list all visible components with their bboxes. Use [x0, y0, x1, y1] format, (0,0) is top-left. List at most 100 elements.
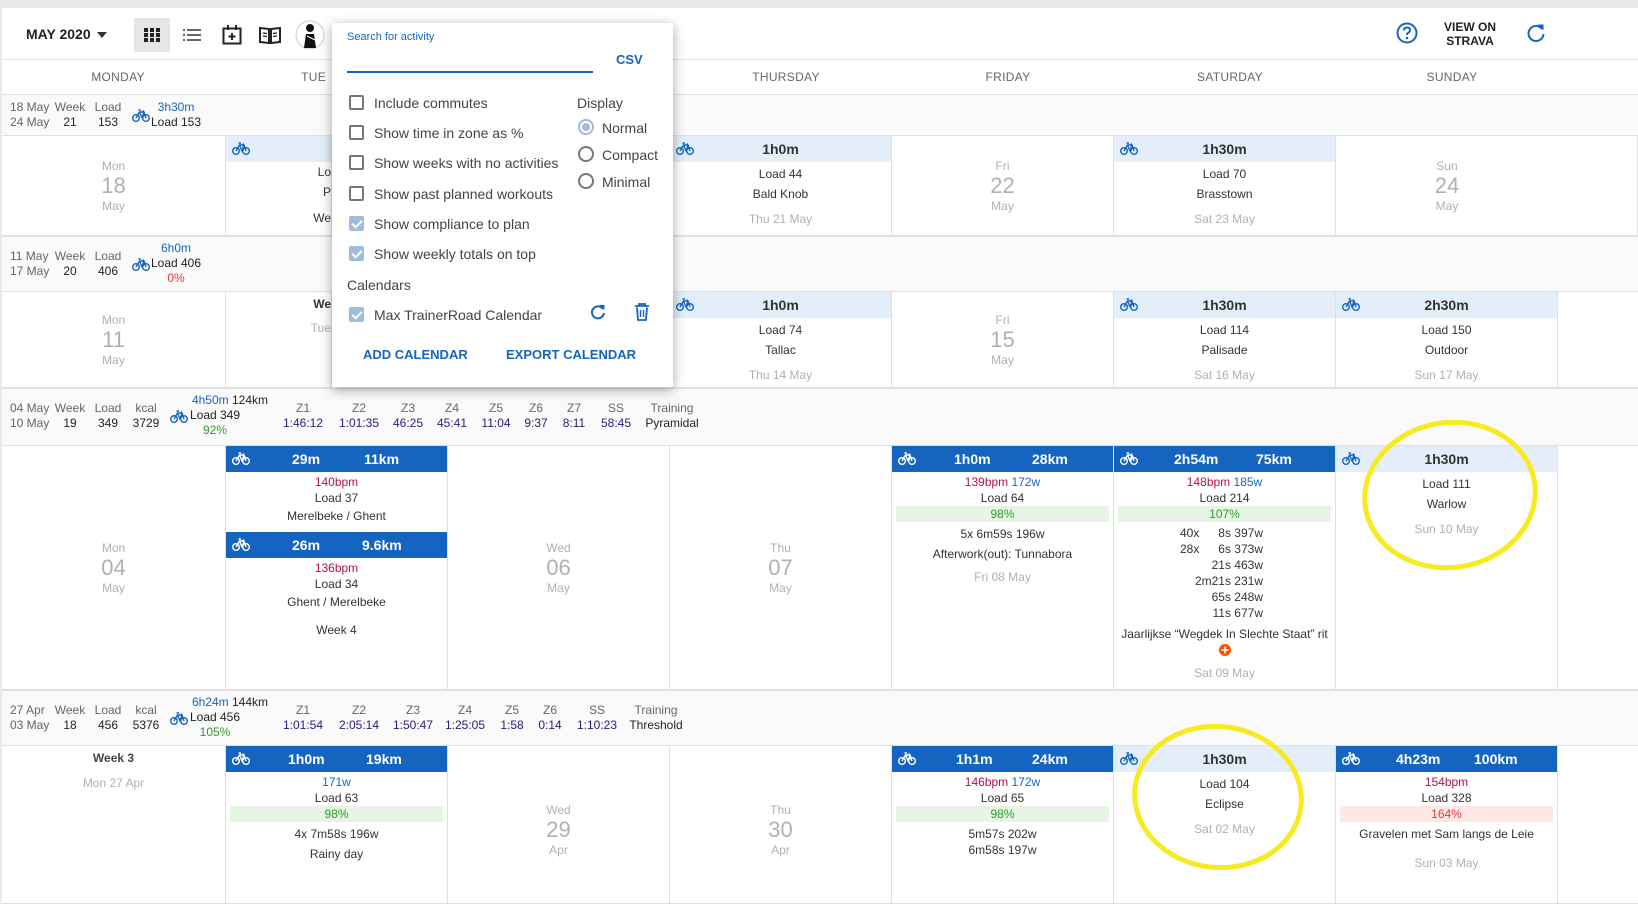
add-event-button[interactable] — [214, 18, 250, 52]
activity-card-sat-16[interactable]: 1h30m Load 114 Palisade Sat 16 May — [1114, 292, 1336, 388]
day-weekday: Fri — [995, 159, 1010, 173]
day-cell-mon-27[interactable]: Week 3 Mon 27 Apr — [2, 746, 226, 904]
zone-time: 1:46:12 — [282, 416, 324, 430]
day-cell-sun-24[interactable]: Sun 24 May — [1336, 136, 1638, 236]
week-load: Load 349 — [189, 408, 241, 422]
radio-selected[interactable] — [578, 119, 594, 136]
radio[interactable] — [578, 173, 594, 190]
list-view-button[interactable] — [174, 18, 210, 52]
activity-card-sun-10[interactable]: 1h30m Load 111 Warlow Sun 10 May — [1336, 446, 1558, 690]
day-header-saturday: SATURDAY — [1197, 70, 1263, 84]
activity-load: Load 37 — [314, 491, 359, 505]
interval-detail: 65s 248w — [1211, 590, 1263, 604]
week-number: 21 — [63, 115, 77, 129]
option-weekly-totals-top[interactable]: Show weekly totals on top — [349, 245, 536, 265]
activity-card-sun-03[interactable]: 4h23m 100km 154bpm Load 328 164% Gravelen… — [1336, 746, 1558, 904]
option-time-in-zone-percent[interactable]: Show time in zone as % — [349, 124, 523, 144]
day-cell-wed-06[interactable]: Wed 06 May — [448, 446, 670, 690]
activity-name: Afterwork(out): Tunnabora — [932, 547, 1073, 561]
activity-heartrate: 139bpm — [964, 475, 1009, 489]
kcal-label: kcal — [135, 703, 157, 717]
day-cell-mon-11[interactable]: Mon 11 May — [2, 292, 226, 388]
activity-card-sun-17[interactable]: 2h30m Load 150 Outdoor Sun 17 May — [1336, 292, 1558, 388]
day-cell-thu-07[interactable]: Thu 07 May — [670, 446, 892, 690]
option-past-planned-workouts[interactable]: Show past planned workouts — [349, 185, 553, 205]
activity-date: Sat 16 May — [1194, 368, 1255, 382]
csv-button[interactable]: CSV — [616, 52, 643, 67]
day-cell-tue-19[interactable]: Lo P We — [226, 136, 332, 236]
activity-card-sat-23[interactable]: 1h30m Load 70 Brasstown Sat 23 May — [1114, 136, 1336, 236]
activity-header[interactable]: 26m 9.6km — [226, 532, 447, 558]
activity-heartrate: 154bpm — [1424, 775, 1469, 789]
activity-name: Outdoor — [1424, 343, 1469, 357]
week-number: 19 — [63, 416, 77, 430]
add-calendar-button[interactable]: ADD CALENDAR — [363, 347, 468, 362]
kcal-value: 5376 — [132, 718, 160, 732]
day-header-monday: MONDAY — [91, 70, 145, 84]
zone-label: SS — [588, 703, 605, 717]
checkbox[interactable] — [349, 154, 364, 170]
day-cell-tue-05[interactable]: 29m 11km 140bpm Load 37 Merelbeke / Ghent… — [226, 446, 448, 690]
week-compliance: 105% — [199, 725, 231, 739]
guide-button[interactable] — [252, 18, 288, 52]
checkbox[interactable] — [349, 94, 364, 110]
activity-card-fri-01[interactable]: 1h1m 24km 146bpm 172w Load 65 98% 5m57s 2… — [892, 746, 1114, 904]
calendar-delete-button[interactable] — [634, 303, 650, 324]
activity-header[interactable]: 29m 11km — [226, 446, 447, 472]
day-cell-fri-15[interactable]: Fri 15 May — [892, 292, 1114, 388]
activity-name: Palisade — [1201, 343, 1248, 357]
activity-card-tue-28[interactable]: 1h0m 19km 171w Load 63 98% 4x 7m58s 196w … — [226, 746, 448, 904]
search-input[interactable] — [347, 45, 593, 71]
checkbox-checked[interactable] — [349, 306, 364, 322]
view-on-strava-link[interactable]: VIEW ON STRAVA — [1442, 20, 1498, 48]
day-header-tuesday: TUE — [301, 70, 326, 84]
activity-distance: 11km — [364, 451, 400, 467]
bike-icon — [898, 451, 916, 465]
month-selector[interactable]: MAY 2020 — [26, 26, 107, 42]
week-label: Week — [54, 703, 86, 717]
day-cell-mon-04[interactable]: Mon 04 May — [2, 446, 226, 690]
radio[interactable] — [578, 146, 594, 163]
day-month: May — [102, 581, 125, 595]
interval-detail: 2m21s 231w — [1194, 574, 1263, 588]
refresh-button[interactable] — [1525, 22, 1549, 46]
activity-card-fri-08[interactable]: 1h0m 28km 139bpm 172w Load 64 98% 5x 6m59… — [892, 446, 1114, 690]
refresh-icon — [591, 305, 605, 320]
display-compact-radio[interactable]: Compact — [578, 146, 658, 166]
day-cell-mon-18[interactable]: Mon 18 May — [2, 136, 226, 236]
day-cell-tue-12[interactable]: We Tue — [226, 292, 332, 388]
week-distance: 124km — [232, 393, 269, 407]
day-cell-filler — [1558, 446, 1638, 690]
export-calendar-button[interactable]: EXPORT CALENDAR — [506, 347, 637, 362]
option-include-commutes[interactable]: Include commutes — [349, 94, 488, 114]
day-cell-wed-29[interactable]: Wed 29 Apr — [448, 746, 670, 904]
display-normal-radio[interactable]: Normal — [578, 119, 647, 139]
activity-card-thu-21[interactable]: 1h0m Load 44 Bald Knob Thu 21 May — [670, 136, 892, 236]
weekday-header: MONDAY TUE THURSDAY FRIDAY SATURDAY SUND… — [2, 70, 1638, 94]
checkbox[interactable] — [349, 124, 364, 140]
activity-card-sat-09[interactable]: 2h54m 75km 148bpm 185w Load 214 107% 40x 8… — [1114, 446, 1336, 690]
athlete-button[interactable] — [292, 18, 328, 52]
day-cell-thu-30[interactable]: Thu 30 Apr — [670, 746, 892, 904]
checkbox-checked[interactable] — [349, 215, 364, 231]
checkbox-checked[interactable] — [349, 245, 364, 261]
option-weeks-no-activities[interactable]: Show weeks with no activities — [349, 154, 558, 174]
activity-card-sat-02[interactable]: 1h30m Load 104 Eclipse Sat 02 May — [1114, 746, 1336, 904]
activity-duration: 2h30m — [1424, 297, 1469, 313]
option-compliance-to-plan[interactable]: Show compliance to plan — [349, 215, 530, 235]
day-cell-fri-22[interactable]: Fri 22 May — [892, 136, 1114, 236]
grid-view-button[interactable] — [134, 18, 170, 52]
week-compliance: 0% — [167, 271, 185, 285]
bike-icon — [132, 108, 150, 122]
bike-icon — [1120, 141, 1138, 155]
compliance-badge: 98% — [896, 506, 1109, 522]
display-minimal-radio[interactable]: Minimal — [578, 173, 650, 193]
calendar-refresh-button[interactable] — [589, 303, 607, 324]
checkbox[interactable] — [349, 185, 364, 201]
help-button[interactable] — [1396, 22, 1420, 46]
activity-name: Gravelen met Sam langs de Leie — [1359, 827, 1534, 841]
activity-name: Jaarlijkse “Wegdek In Slechte Staat” rit — [1121, 627, 1328, 641]
activity-card-thu-14[interactable]: 1h0m Load 74 Tallac Thu 14 May — [670, 292, 892, 388]
activity-load: Load 114 — [1199, 323, 1250, 337]
calendar-item[interactable]: Max TrainerRoad Calendar — [349, 306, 542, 326]
